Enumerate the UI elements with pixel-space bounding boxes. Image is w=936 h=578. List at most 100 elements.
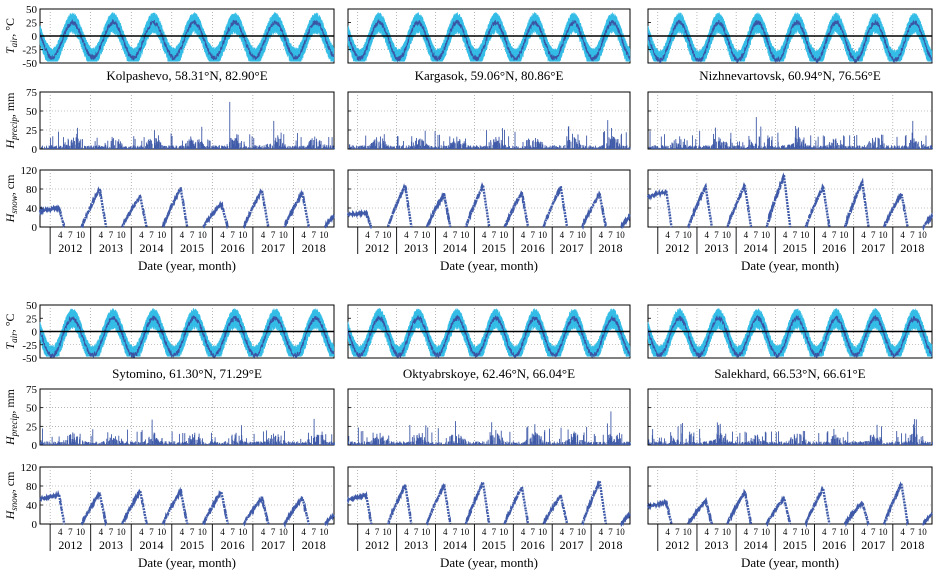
month-tick-label: 4 <box>365 230 370 240</box>
snow-depth-line <box>804 485 831 528</box>
precip-bar <box>695 139 697 149</box>
precip-bar <box>277 137 279 149</box>
precip-bar <box>897 437 899 445</box>
precip-bar <box>148 147 150 149</box>
precip-bar <box>568 439 570 445</box>
precip-bar <box>723 437 724 445</box>
precip-bar <box>929 145 931 149</box>
precip-bar <box>878 139 880 149</box>
precip-bar <box>908 440 910 445</box>
precip-bar <box>541 442 543 445</box>
precip-bar <box>876 147 878 149</box>
precip-bar <box>669 144 671 149</box>
precip-bar <box>600 145 602 149</box>
precip-bar <box>55 443 57 445</box>
month-tick-label: 10 <box>198 230 208 240</box>
snow-depth-line <box>386 484 413 525</box>
precip-bar <box>808 146 809 149</box>
precip-bar <box>289 441 291 445</box>
precip-bar <box>499 143 501 149</box>
precip-axes-frame <box>39 91 335 150</box>
year-tick-label: 2016 <box>822 538 846 552</box>
precip-bar <box>578 441 580 445</box>
precip-bar <box>564 144 566 149</box>
precip-bar <box>481 147 483 149</box>
precip-bar <box>819 443 821 445</box>
y-label-unit: , cm <box>3 174 17 195</box>
precip-bar <box>132 145 134 149</box>
precip-bar <box>107 140 109 149</box>
precip-bar <box>910 444 912 445</box>
precip-bar <box>885 444 887 445</box>
precip-bar <box>703 145 704 149</box>
precip-bar <box>246 146 248 149</box>
precip-y-tick-label: 25 <box>26 421 38 433</box>
precip-bar <box>911 434 912 445</box>
precip-bar <box>703 441 705 445</box>
year-tick-label: 2013 <box>404 241 428 255</box>
precip-bar <box>684 148 686 149</box>
precip-bar <box>691 145 693 149</box>
precip-bar <box>459 443 461 445</box>
month-tick-label: 7 <box>793 230 798 240</box>
precip-bar <box>164 145 166 149</box>
precip-bar <box>388 440 390 445</box>
precip-bar <box>880 145 882 149</box>
precip-bar <box>499 440 501 445</box>
snow-axes-frame <box>347 169 631 228</box>
precip-bar <box>427 427 429 445</box>
precip-bar <box>362 145 363 149</box>
year-tick-label: 2014 <box>744 241 768 255</box>
temp-mean-line <box>647 314 933 358</box>
precip-bar <box>255 441 257 445</box>
precip-bar <box>213 443 215 445</box>
precip-bar <box>887 147 889 149</box>
snow-depth-line <box>425 482 452 526</box>
precip-bar <box>740 443 742 445</box>
snow-depth-line <box>581 190 608 230</box>
precip-bar <box>241 439 243 445</box>
precip-bar <box>303 443 305 445</box>
precip-bar <box>176 442 178 445</box>
precip-bar <box>565 444 567 445</box>
precip-bar <box>467 145 469 149</box>
precip-bar <box>485 146 487 149</box>
precip-bar <box>182 433 184 445</box>
precip-bar <box>221 442 223 445</box>
precip-bar <box>760 441 761 445</box>
precip-bar <box>677 144 679 149</box>
precip-bar <box>83 145 85 149</box>
precip-bar <box>665 147 667 149</box>
precip-bar <box>881 426 883 445</box>
precip-bar <box>51 146 53 149</box>
precip-bar <box>693 432 695 445</box>
precip-bar <box>116 440 118 445</box>
precip-bar <box>927 442 929 445</box>
precip-bar <box>376 437 378 445</box>
precip-bar <box>795 443 797 445</box>
precip-bar <box>919 147 920 149</box>
precip-bar <box>679 443 681 445</box>
month-tick-label: 10 <box>421 230 431 240</box>
precip-bar <box>811 147 813 149</box>
precip-bar <box>119 441 121 445</box>
precip-bar <box>615 435 617 445</box>
precip-bar <box>351 145 353 149</box>
precip-bar <box>233 441 235 445</box>
precip-bar <box>151 419 153 445</box>
precip-bar <box>382 138 384 149</box>
snow-depth-line <box>804 183 831 228</box>
month-tick-label: 4 <box>744 230 749 240</box>
precip-bar <box>855 442 857 445</box>
precip-bar <box>537 143 539 149</box>
precip-bar <box>105 144 107 149</box>
precip-bar <box>281 443 283 445</box>
precip-bar <box>554 443 556 445</box>
precip-bar <box>506 146 508 149</box>
precip-bar <box>672 437 674 445</box>
precip-bar <box>551 147 552 149</box>
precip-bar <box>242 441 244 445</box>
precip-bar <box>610 411 612 445</box>
precip-bar <box>587 442 589 445</box>
snow-depth-line <box>726 181 753 228</box>
